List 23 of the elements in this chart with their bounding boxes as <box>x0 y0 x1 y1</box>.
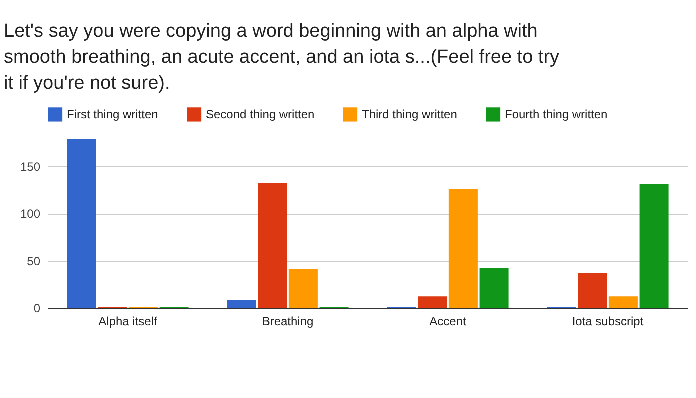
bar <box>640 184 669 308</box>
x-tick-label: Accent <box>430 314 468 328</box>
legend-label: Third thing written <box>362 108 458 122</box>
x-tick-label: Iota subscript <box>572 314 644 328</box>
x-tick-label: Breathing <box>262 314 314 328</box>
bar <box>288 269 318 308</box>
y-tick-label: 50 <box>27 254 41 268</box>
bar <box>258 183 288 308</box>
x-tick-label: Alpha itself <box>98 314 158 328</box>
y-tick-label: 150 <box>20 160 41 174</box>
bar <box>480 268 509 308</box>
bar <box>578 273 608 308</box>
y-tick-label: 100 <box>20 207 41 222</box>
bar <box>418 296 448 308</box>
y-tick-label: 0 <box>34 302 41 316</box>
legend-label: Second thing written <box>206 108 315 122</box>
chart-title: Let's say you were copying a word beginning with an alpha with smooth breathing, an acute accent, and an iota s...(Feel free to try it if you're not sure). <box>4 21 560 94</box>
bar <box>448 189 478 308</box>
bar <box>608 296 638 308</box>
legend-label: First thing written <box>67 108 158 122</box>
bar <box>67 138 96 308</box>
bar <box>227 300 256 308</box>
legend-label: Fourth thing written <box>505 108 608 122</box>
